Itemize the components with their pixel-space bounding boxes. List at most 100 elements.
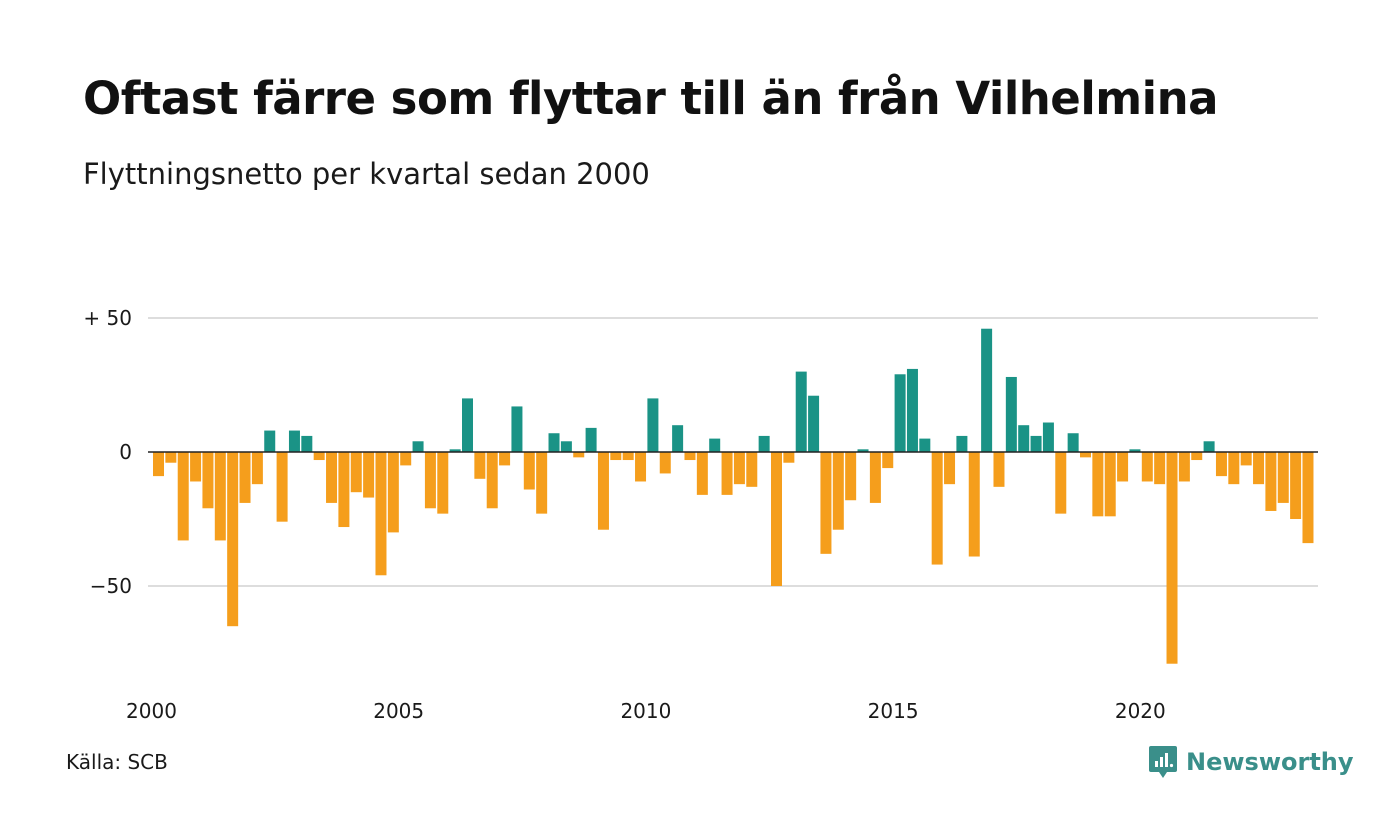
bar bbox=[449, 449, 461, 452]
bar bbox=[214, 452, 226, 541]
bar bbox=[326, 452, 338, 503]
chart-subtitle: Flyttningsnetto per kvartal sedan 2000 bbox=[83, 157, 650, 191]
bar bbox=[944, 452, 956, 485]
bar bbox=[1154, 452, 1166, 485]
bar bbox=[511, 406, 523, 452]
bar bbox=[165, 452, 177, 463]
bar bbox=[313, 452, 325, 461]
bar bbox=[202, 452, 214, 509]
x-tick-label: 2000 bbox=[126, 699, 177, 723]
bar bbox=[832, 452, 844, 530]
bar bbox=[709, 438, 721, 452]
bar bbox=[239, 452, 251, 503]
bar bbox=[721, 452, 733, 495]
bar bbox=[597, 452, 609, 530]
bar bbox=[338, 452, 350, 528]
bar bbox=[1178, 452, 1190, 482]
bar bbox=[190, 452, 202, 482]
bar bbox=[1302, 452, 1314, 544]
bar bbox=[585, 427, 597, 452]
bar bbox=[1191, 452, 1203, 461]
bar bbox=[968, 452, 980, 557]
x-tick-label: 2020 bbox=[1115, 699, 1166, 723]
bar bbox=[264, 430, 276, 452]
bar bbox=[486, 452, 498, 509]
bar bbox=[931, 452, 943, 565]
bar bbox=[771, 452, 782, 586]
bar bbox=[746, 452, 758, 487]
bar bbox=[1018, 425, 1030, 452]
bar bbox=[1067, 433, 1079, 452]
bar bbox=[906, 368, 918, 452]
bar bbox=[981, 328, 993, 452]
bar bbox=[635, 452, 647, 482]
bar bbox=[1104, 452, 1116, 517]
bar bbox=[919, 438, 931, 452]
bar bbox=[882, 452, 894, 469]
bar bbox=[869, 452, 881, 503]
bar bbox=[1203, 441, 1215, 452]
bar bbox=[474, 452, 486, 479]
bar bbox=[573, 452, 585, 458]
x-tick-label: 2015 bbox=[868, 699, 919, 723]
bar bbox=[1117, 452, 1129, 482]
bar bbox=[758, 435, 770, 452]
bar bbox=[1005, 376, 1017, 452]
bar bbox=[363, 452, 375, 498]
bar bbox=[424, 452, 436, 509]
bar bbox=[251, 452, 263, 485]
bar bbox=[894, 374, 906, 452]
bar bbox=[1092, 452, 1104, 517]
bar bbox=[733, 452, 745, 485]
bar bbox=[622, 452, 634, 461]
source-note: Källa: SCB bbox=[66, 750, 168, 774]
bar bbox=[153, 452, 164, 477]
bar bbox=[808, 395, 820, 452]
bar bbox=[412, 441, 424, 452]
y-tick-label: 0 bbox=[119, 440, 132, 464]
chart-title: Oftast färre som flyttar till än från Vi… bbox=[83, 72, 1218, 125]
bar bbox=[659, 452, 671, 474]
bar bbox=[499, 452, 511, 466]
bar bbox=[400, 452, 412, 466]
bar bbox=[1277, 452, 1289, 503]
bar bbox=[1141, 452, 1153, 482]
bar bbox=[857, 449, 869, 452]
bar bbox=[993, 452, 1005, 487]
bar bbox=[845, 452, 857, 501]
bar bbox=[1055, 452, 1067, 514]
bar bbox=[1080, 452, 1091, 458]
bar bbox=[1290, 452, 1302, 519]
x-tick-label: 2005 bbox=[373, 699, 424, 723]
bar bbox=[795, 371, 807, 452]
bar bbox=[536, 452, 548, 514]
newsworthy-logo-icon bbox=[1149, 746, 1177, 778]
bar bbox=[1042, 422, 1054, 452]
bar bbox=[523, 452, 535, 490]
bar bbox=[1030, 435, 1042, 452]
newsworthy-brand[interactable]: Newsworthy bbox=[1148, 744, 1354, 780]
bar bbox=[437, 452, 449, 514]
bar bbox=[288, 430, 300, 452]
bar bbox=[350, 452, 362, 493]
bar bbox=[820, 452, 832, 554]
y-tick-label: + 50 bbox=[83, 306, 132, 330]
bar bbox=[1253, 452, 1265, 485]
bar bbox=[696, 452, 708, 495]
bar bbox=[560, 441, 572, 452]
bar bbox=[375, 452, 387, 576]
bar bbox=[684, 452, 696, 461]
bar bbox=[1166, 452, 1178, 664]
bar bbox=[276, 452, 288, 522]
brand-name: Newsworthy bbox=[1186, 748, 1354, 776]
bar bbox=[301, 435, 313, 452]
bar bbox=[387, 452, 399, 533]
y-tick-label: −50 bbox=[90, 574, 132, 598]
bar bbox=[647, 398, 659, 452]
bar bbox=[672, 425, 684, 452]
bar bbox=[462, 398, 473, 452]
bar bbox=[227, 452, 239, 627]
bar bbox=[548, 433, 560, 452]
bar bbox=[956, 435, 968, 452]
bar bbox=[783, 452, 795, 463]
